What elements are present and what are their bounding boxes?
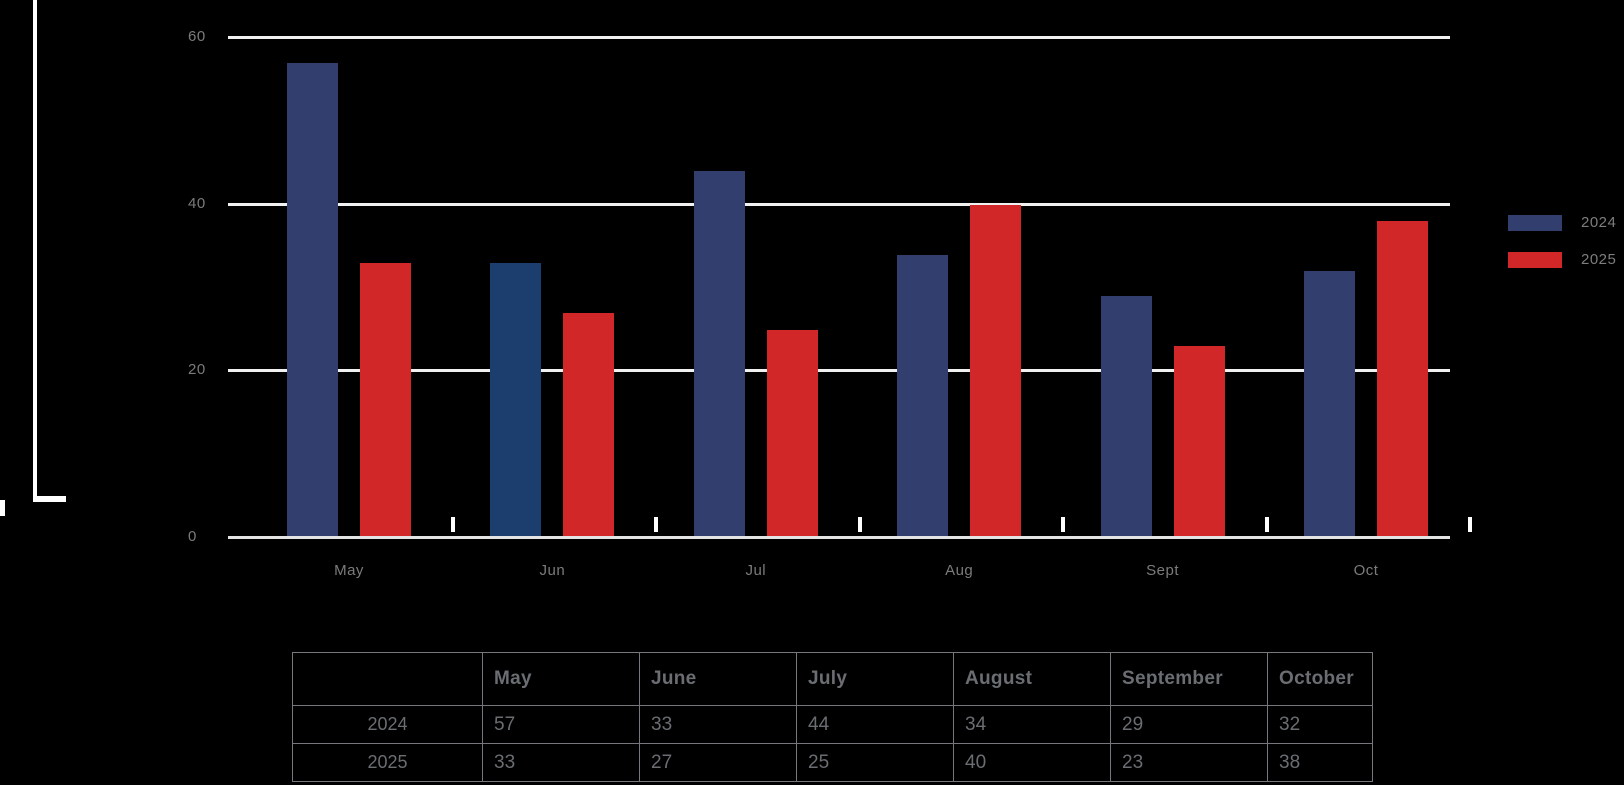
x-axis-label-aug: Aug [945,562,974,579]
outer-axis-edge-tick [0,500,5,516]
table-header-august: August [953,652,1111,706]
table-header-june: June [639,652,797,706]
table-header-empty [292,652,483,706]
cell-2025-may: 33 [482,743,640,782]
legend-item-2025: 2025 [1508,251,1616,268]
y-tick-label-20: 20 [188,361,206,379]
x-axis-minor-tick-6 [1468,517,1472,532]
cell-2025-june: 27 [639,743,797,782]
x-axis-minor-tick-5 [1264,517,1269,532]
bar-2025-oct [1377,221,1428,538]
y-tick-label-40: 40 [188,194,206,212]
x-axis-minor-tick-1 [451,517,455,532]
cell-2024-june: 33 [639,705,797,744]
cell-2024-may: 57 [482,705,640,744]
y-tick-label-60: 60 [188,28,206,45]
row-label-2024: 2024 [292,705,483,744]
x-axis-minor-tick-4 [1061,517,1066,532]
bar-2025-jun [563,313,615,538]
x-axis-line [228,536,1450,539]
table-row-2024: 2024 57 33 44 34 29 32 [292,705,1373,744]
bar-2025-sept [1173,346,1225,538]
bar-2024-jun [490,263,542,538]
table-row-2025: 2025 33 27 25 40 23 38 [292,743,1373,782]
gridline-20 [228,369,1450,373]
legend-item-2024: 2024 [1508,214,1616,231]
plot-area: 0 20 40 60 May Jun Jul Aug Sept Oct [188,28,1472,579]
cell-2025-september: 23 [1110,743,1268,782]
table-header-october: October [1267,652,1373,706]
table-header-september: September [1110,652,1268,706]
bar-2025-jul [766,329,818,538]
table-header-row: May June July August September October [292,652,1373,706]
bar-2024-aug [897,254,949,538]
legend-label-2025: 2025 [1581,251,1617,268]
cell-2024-july: 44 [796,705,954,744]
cell-2024-october: 32 [1267,705,1373,744]
outer-axis-horizontal-line [33,496,66,502]
outer-axis-vertical-line [33,0,37,500]
row-label-2025: 2025 [292,743,483,782]
x-axis-minor-tick-2 [654,517,659,532]
bar-2025-may [360,263,411,538]
cell-2024-august: 34 [953,705,1111,744]
x-axis-minor-tick-3 [857,517,862,532]
x-axis-label-oct: Oct [1353,562,1379,579]
cell-2025-july: 25 [796,743,954,782]
y-tick-label-0: 0 [188,528,197,545]
table-header-may: May [482,652,640,706]
bar-2024-oct [1304,271,1355,538]
legend-swatch-2024 [1508,214,1562,231]
bar-2024-sept [1100,296,1152,538]
bar-2024-jul [693,171,745,538]
x-axis-label-may: May [334,562,364,579]
cell-2024-september: 29 [1110,705,1268,744]
x-axis-label-sept: Sept [1146,562,1180,579]
gridline-60 [228,36,1450,39]
cell-2025-august: 40 [953,743,1111,782]
bar-2024-may [287,63,338,538]
gridline-40 [228,202,1450,206]
table-header-july: July [796,652,954,706]
bar-2025-aug [970,204,1022,538]
x-axis-label-jun: Jun [539,562,566,579]
legend-swatch-2025 [1508,251,1562,268]
data-table: May June July August September October 2… [292,652,1373,782]
x-axis-label-jul: Jul [745,562,767,579]
cell-2025-october: 38 [1267,743,1373,782]
legend-label-2024: 2024 [1581,214,1617,231]
